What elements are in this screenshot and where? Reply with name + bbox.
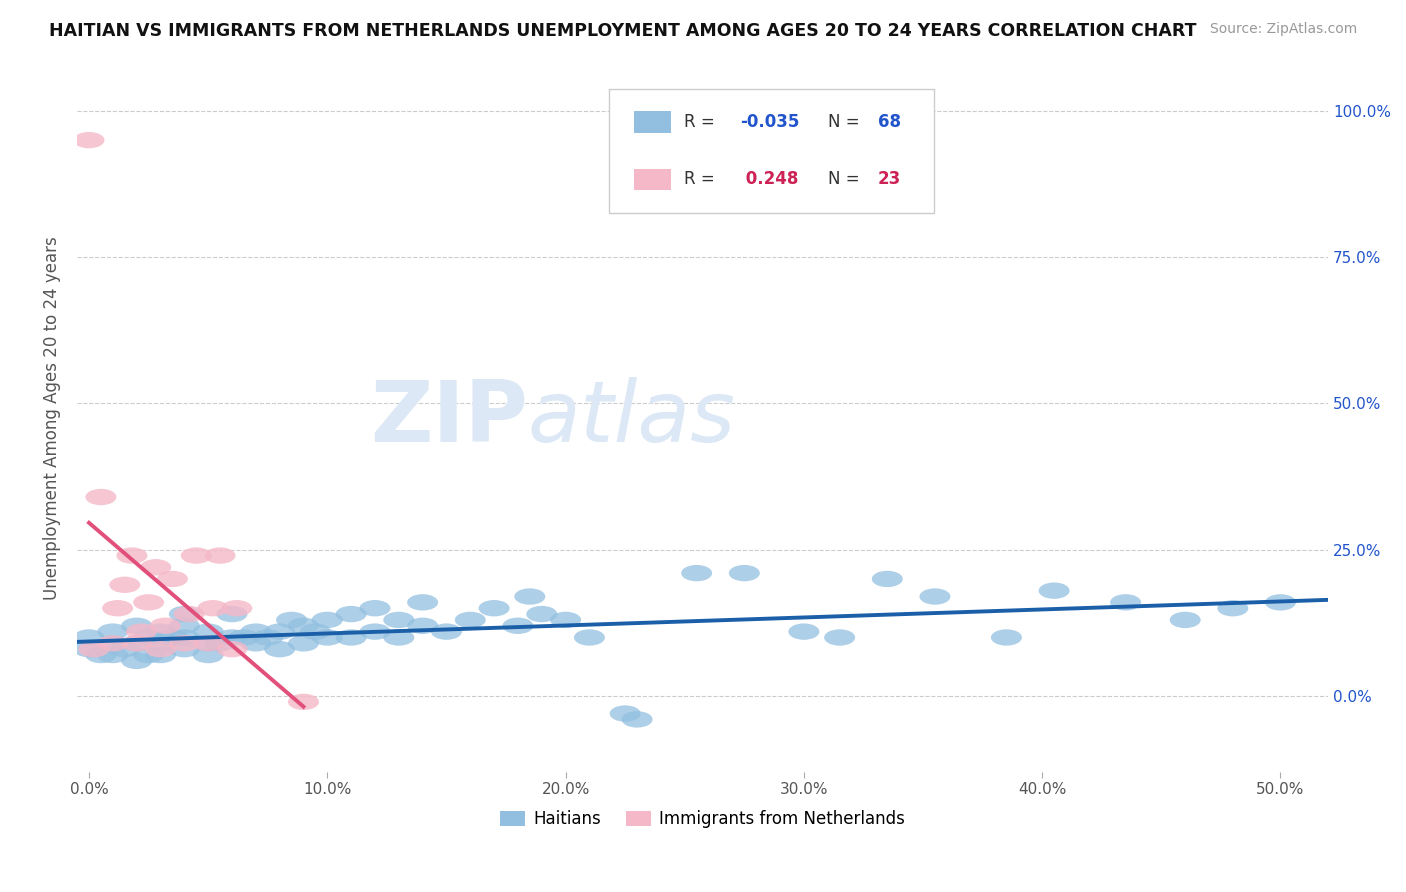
Legend: Haitians, Immigrants from Netherlands: Haitians, Immigrants from Netherlands	[494, 803, 912, 835]
Text: ZIP: ZIP	[370, 376, 527, 459]
Text: atlas: atlas	[527, 376, 735, 459]
FancyBboxPatch shape	[634, 169, 671, 190]
FancyBboxPatch shape	[609, 89, 934, 212]
Text: R =: R =	[683, 170, 720, 188]
FancyBboxPatch shape	[634, 112, 671, 133]
Text: -0.035: -0.035	[740, 113, 800, 131]
Text: Source: ZipAtlas.com: Source: ZipAtlas.com	[1209, 22, 1357, 37]
Text: 0.248: 0.248	[740, 170, 799, 188]
Text: 68: 68	[877, 113, 901, 131]
Text: N =: N =	[828, 113, 865, 131]
Text: R =: R =	[683, 113, 720, 131]
Text: N =: N =	[828, 170, 865, 188]
Text: HAITIAN VS IMMIGRANTS FROM NETHERLANDS UNEMPLOYMENT AMONG AGES 20 TO 24 YEARS CO: HAITIAN VS IMMIGRANTS FROM NETHERLANDS U…	[49, 22, 1197, 40]
Y-axis label: Unemployment Among Ages 20 to 24 years: Unemployment Among Ages 20 to 24 years	[44, 236, 60, 600]
Text: 23: 23	[877, 170, 901, 188]
